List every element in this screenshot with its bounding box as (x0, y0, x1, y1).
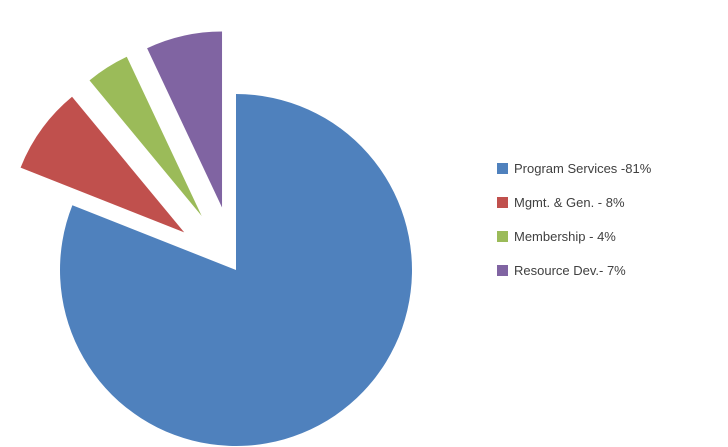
legend-swatch (497, 196, 508, 208)
legend-swatch (497, 230, 508, 242)
legend-swatch (497, 162, 508, 174)
legend-label: Program Services -81% (514, 160, 652, 176)
legend-item-program-services: Program Services -81% (497, 160, 728, 176)
pie-slice-resource-dev (147, 31, 223, 208)
legend-label: Mgmt. & Gen. - 8% (514, 194, 625, 210)
pie-slice-program-services (60, 94, 413, 446)
legend-label: Membership - 4% (514, 228, 616, 244)
legend-item-mgmt-gen: Mgmt. & Gen. - 8% (497, 194, 728, 210)
legend-label: Resource Dev.- 7% (514, 262, 626, 278)
legend-swatch (497, 264, 508, 276)
chart-legend: Program Services -81% Mgmt. & Gen. - 8% … (497, 160, 728, 296)
pie-slice-mgmt-gen (20, 96, 185, 233)
legend-item-resource-dev: Resource Dev.- 7% (497, 262, 728, 278)
pie-slice-membership (89, 56, 202, 216)
legend-item-membership: Membership - 4% (497, 228, 728, 244)
